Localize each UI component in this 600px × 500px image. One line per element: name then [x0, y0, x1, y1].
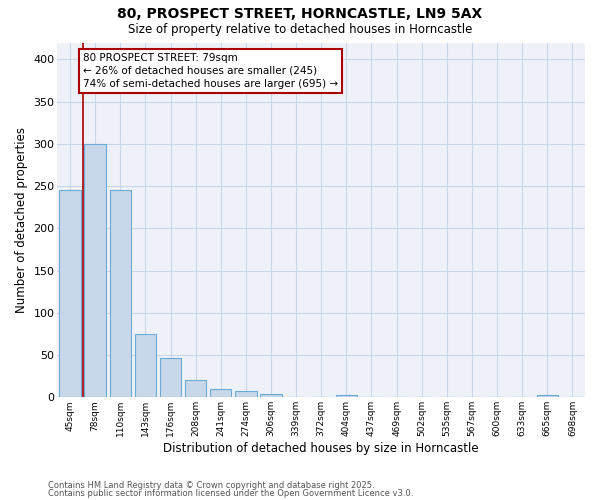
Bar	[85, 144, 106, 398]
Bar	[536, 395, 558, 398]
Bar	[185, 380, 206, 398]
Bar	[160, 358, 181, 398]
Text: 80, PROSPECT STREET, HORNCASTLE, LN9 5AX: 80, PROSPECT STREET, HORNCASTLE, LN9 5AX	[118, 8, 482, 22]
Bar	[235, 392, 257, 398]
Bar	[210, 389, 232, 398]
Bar	[260, 394, 281, 398]
Text: Contains public sector information licensed under the Open Government Licence v3: Contains public sector information licen…	[48, 489, 413, 498]
Bar	[135, 334, 156, 398]
Bar	[59, 190, 80, 398]
Y-axis label: Number of detached properties: Number of detached properties	[15, 127, 28, 313]
Bar	[335, 395, 357, 398]
X-axis label: Distribution of detached houses by size in Horncastle: Distribution of detached houses by size …	[163, 442, 479, 455]
Bar	[110, 190, 131, 398]
Text: Size of property relative to detached houses in Horncastle: Size of property relative to detached ho…	[128, 22, 472, 36]
Text: Contains HM Land Registry data © Crown copyright and database right 2025.: Contains HM Land Registry data © Crown c…	[48, 480, 374, 490]
Text: 80 PROSPECT STREET: 79sqm
← 26% of detached houses are smaller (245)
74% of semi: 80 PROSPECT STREET: 79sqm ← 26% of detac…	[83, 52, 338, 89]
